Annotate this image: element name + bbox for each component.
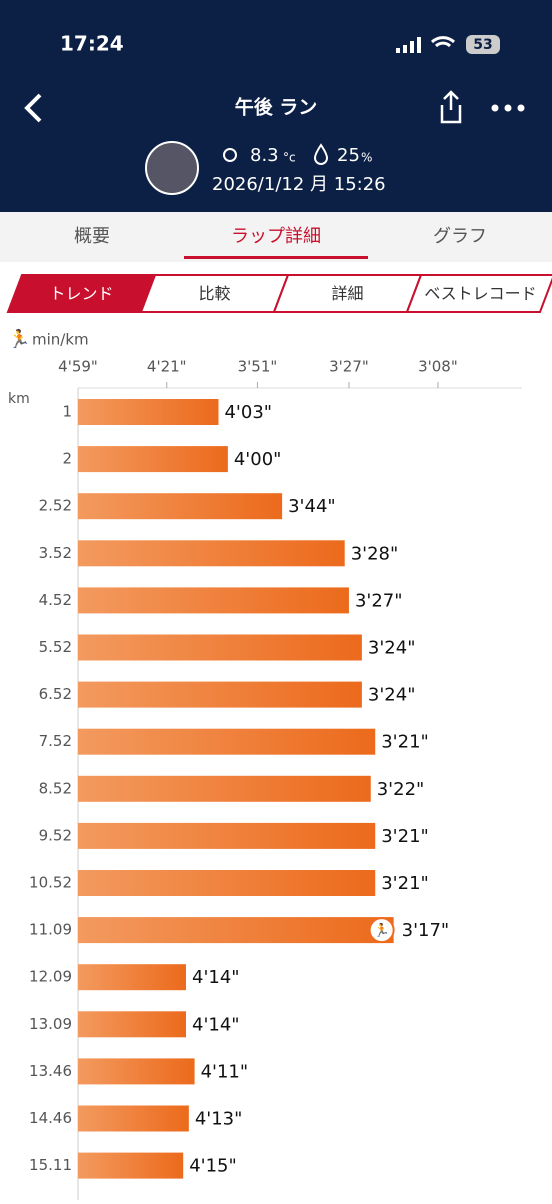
y-axis-label: km: [8, 391, 30, 407]
wifi: [430, 36, 456, 48]
y-tick-label: 10.52: [29, 874, 72, 892]
value-label: 3'44": [288, 496, 336, 517]
humidity-unit: %: [361, 151, 372, 165]
y-tick-label: 4.52: [39, 591, 72, 609]
value-label: 4'13": [195, 1109, 243, 1130]
bar: [78, 964, 187, 991]
bar: [78, 1058, 195, 1085]
highlight-marker: [368, 917, 395, 944]
value-label: 4'14": [192, 1014, 240, 1035]
value-label: 4'14": [192, 967, 240, 988]
sun-icon: [223, 148, 237, 162]
battery-level: 53: [473, 37, 492, 53]
temperature: 8.3: [250, 145, 279, 166]
title: 午後 ラン: [235, 96, 318, 119]
y-tick-label: 8.52: [39, 779, 72, 797]
segment-label[interactable]: トレンド: [49, 284, 113, 303]
datetime: 2026/1/12 月 15:26: [212, 174, 386, 195]
tab[interactable]: 概要: [74, 226, 110, 247]
value-label: 3'21": [381, 873, 429, 894]
bar: [78, 493, 283, 520]
y-tick-label: 6.52: [39, 685, 72, 703]
bar: [78, 1011, 187, 1038]
runner-icon: 🏃: [8, 328, 30, 350]
y-tick-label: 15.11: [29, 1156, 72, 1174]
avatar: [145, 141, 199, 195]
y-tick-label: 12.09: [29, 968, 72, 986]
value-label: 3'22": [377, 779, 425, 800]
humidity-icon: [313, 143, 329, 165]
value-label: 3'21": [381, 732, 429, 753]
value-label: 4'11": [201, 1061, 249, 1082]
y-tick-label: 7.52: [39, 732, 72, 750]
x-tick-label: 3'27": [329, 358, 369, 376]
bar: [78, 917, 394, 944]
tab-indicator: [184, 256, 368, 259]
bar: [78, 681, 362, 708]
segment-label[interactable]: 詳細: [331, 284, 363, 303]
bar: [78, 728, 376, 755]
y-tick-label: 14.46: [29, 1109, 72, 1127]
value-label: 3'27": [355, 590, 403, 611]
value-label: 4'00": [234, 449, 282, 470]
bar: [78, 399, 219, 425]
bar: [78, 870, 376, 896]
time: 17:24: [60, 32, 124, 56]
y-tick-label: 3.52: [39, 544, 72, 562]
bar: [78, 446, 228, 473]
y-tick-label: 5.52: [39, 638, 72, 656]
more-button[interactable]: [491, 104, 525, 112]
x-tick-label: 3'08": [418, 358, 458, 376]
value-label: 3'28": [351, 543, 399, 564]
signal: [396, 37, 421, 53]
bar: [78, 775, 371, 802]
value-label: 3'24": [368, 685, 416, 706]
y-tick-label: 1: [62, 403, 72, 421]
y-tick-label: 9.52: [39, 826, 72, 844]
temperature-unit: °c: [283, 151, 296, 165]
humidity: 25: [337, 145, 360, 166]
bar: [78, 1152, 184, 1179]
bar: [78, 634, 362, 661]
x-tick-label: 3'51": [238, 358, 278, 376]
y-tick-label: 11.09: [29, 921, 72, 939]
segment-label[interactable]: 比較: [198, 284, 230, 303]
highlight-icon: 🏃: [374, 923, 390, 939]
value-label: 4'15": [189, 1156, 237, 1177]
battery: [466, 35, 500, 54]
bar: [78, 587, 349, 614]
x-tick-label: 4'21": [147, 358, 187, 376]
bar: [78, 1105, 189, 1132]
y-tick-label: 2: [62, 450, 72, 468]
x-tick-label: 4'59": [58, 358, 98, 376]
back-button[interactable]: [24, 93, 42, 123]
x-axis-label: min/km: [32, 331, 89, 349]
value-label: 4'03": [224, 402, 272, 423]
tab[interactable]: グラフ: [433, 226, 487, 247]
bar: [78, 822, 376, 849]
tab-bar: [0, 212, 552, 262]
segment-label[interactable]: ベストレコード: [424, 284, 536, 303]
value-label: 3'24": [368, 638, 416, 659]
y-tick-label: 2.52: [39, 497, 72, 515]
tab[interactable]: ラップ詳細: [231, 226, 321, 247]
y-tick-label: 13.46: [29, 1062, 72, 1080]
segment[interactable]: [405, 274, 552, 313]
share-button[interactable]: [440, 90, 462, 124]
bar: [78, 540, 345, 567]
value-label: 3'21": [381, 826, 429, 847]
value-label: 3'17": [402, 920, 450, 941]
y-tick-label: 13.09: [29, 1015, 72, 1033]
